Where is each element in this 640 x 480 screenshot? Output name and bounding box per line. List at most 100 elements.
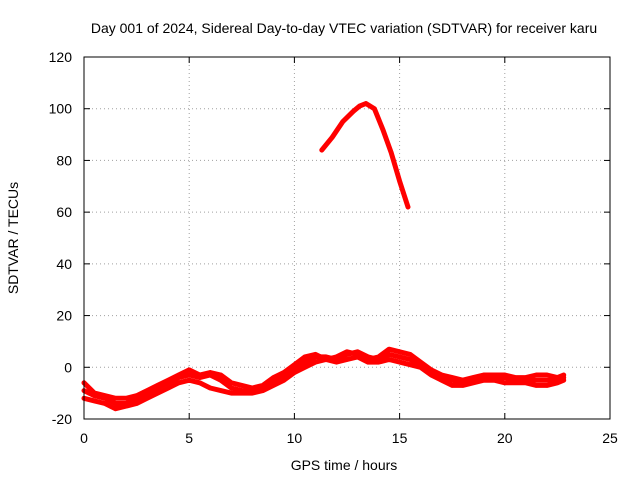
data-point [260,383,265,388]
data-point [481,372,486,378]
series-layer [81,101,567,412]
axis-ticks: 0 5 10 15 20 25 -20 0 20 40 60 80 100 120 [49,49,618,446]
data-point [513,375,518,380]
grid-lines [84,57,610,419]
data-point [561,372,566,378]
data-point [561,378,566,383]
x-tick-label: 5 [185,430,193,446]
data-point [260,388,265,393]
data-point [302,365,308,370]
y-tick-label: 120 [49,49,73,65]
data-point [92,398,97,404]
data-point [271,383,276,388]
x-tick-label: 20 [497,430,513,446]
data-point [492,378,497,383]
data-point [555,380,560,385]
data-point [397,359,402,365]
data-point [492,372,497,378]
data-point [102,393,108,398]
data-point [386,357,392,362]
data-point [389,150,394,155]
y-tick-label: 40 [56,256,72,272]
data-point [471,375,476,380]
data-point [144,396,150,401]
data-point [187,372,192,378]
data-point [450,375,455,380]
data-point [113,406,118,411]
data-point [197,380,202,385]
data-point [313,359,318,365]
data-point [197,372,202,378]
data-point [176,372,181,378]
data-point [250,390,255,396]
data-point [460,383,465,388]
data-point [481,378,486,383]
data-point [534,378,539,383]
data-point [218,372,223,378]
data-point [344,357,350,362]
data-point [187,378,192,383]
data-point [502,372,507,378]
y-tick-label: 0 [64,359,72,375]
data-point [113,401,118,406]
data-point [544,383,550,388]
data-point [292,370,297,375]
data-point [292,362,297,367]
y-axis-label: SDTVAR / TECUs [5,182,21,294]
data-point [407,352,413,357]
data-point [229,390,234,396]
data-point [523,380,528,385]
data-point [239,383,244,388]
data-point [166,378,171,383]
data-point [334,354,339,360]
y-tick-label: 100 [49,101,73,117]
data-point [330,135,335,140]
data-point [281,378,287,383]
data-point [429,372,434,378]
data-point [166,385,171,391]
y-tick-label: 80 [56,152,72,168]
data-point [176,380,181,385]
data-point [380,127,385,132]
data-point [302,359,308,365]
y-tick-label: 20 [56,308,72,324]
data-point [334,359,339,365]
data-point [344,349,350,354]
data-point [218,378,223,383]
data-point [340,119,345,124]
series-line-satellite-arc-low [81,354,567,412]
data-point [239,390,244,396]
data-point [418,359,423,365]
data-point [460,378,465,383]
data-point [471,380,476,385]
data-point [534,383,539,388]
data-point [319,147,324,153]
data-point [407,357,413,362]
data-point [229,380,234,385]
data-point [250,385,255,391]
data-point [271,375,276,380]
data-point [113,396,118,401]
x-tick-label: 10 [287,430,303,446]
x-tick-label: 15 [392,430,408,446]
data-point [397,349,402,354]
data-point [357,103,362,109]
data-point [405,204,411,210]
data-point [502,380,507,385]
data-point [229,385,234,391]
y-tick-label: -20 [52,411,72,427]
data-point [123,396,129,401]
data-point [155,390,160,396]
data-point [555,375,560,380]
data-point [155,383,160,388]
data-point [407,362,413,367]
data-point [386,347,392,352]
data-point [397,354,402,360]
data-point [123,403,129,409]
data-point [218,388,223,393]
data-point [355,354,360,360]
series-line-satellite-arc-high [319,101,411,210]
data-point [523,375,528,380]
data-point [281,370,287,375]
